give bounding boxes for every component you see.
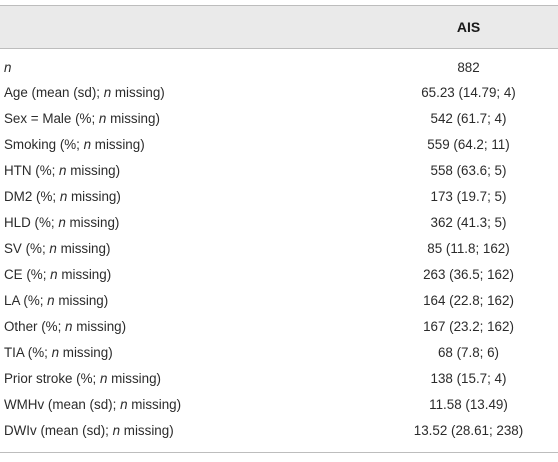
row-value: 11.58 (13.49)	[429, 397, 508, 412]
row-label: Sex = Male (%; n missing)	[4, 111, 160, 126]
row-value: 882	[457, 60, 480, 75]
table-row: TIA (%; n missing) 68 (7.8; 6)	[0, 340, 558, 365]
row-label: Smoking (%; n missing)	[4, 137, 145, 152]
table-row: HLD (%; n missing) 362 (41.3; 5)	[0, 210, 558, 235]
row-value: 559 (64.2; 11)	[427, 137, 510, 152]
row-value: 65.23 (14.79; 4)	[421, 85, 516, 100]
table-header: AIS	[0, 6, 558, 48]
row-label: HLD (%; n missing)	[4, 215, 120, 230]
table-row: Other (%; n missing) 167 (23.2; 162)	[0, 314, 558, 339]
table-row: SV (%; n missing) 85 (11.8; 162)	[0, 236, 558, 261]
row-label: WMHv (mean (sd); n missing)	[4, 397, 182, 412]
row-label: HTN (%; n missing)	[4, 163, 121, 178]
row-label: DM2 (%; n missing)	[4, 189, 121, 204]
table-row: n 882	[0, 55, 558, 80]
table-row: Prior stroke (%; n missing) 138 (15.7; 4…	[0, 366, 558, 391]
row-label: TIA (%; n missing)	[4, 345, 113, 360]
row-label: CE (%; n missing)	[4, 267, 112, 282]
row-label: n	[4, 60, 12, 75]
row-label: DWIv (mean (sd); n missing)	[4, 423, 174, 438]
row-value: 173 (19.7; 5)	[430, 189, 507, 204]
row-value: 263 (36.5; 162)	[423, 267, 514, 282]
row-label: Prior stroke (%; n missing)	[4, 371, 162, 386]
row-label: LA (%; n missing)	[4, 293, 109, 308]
table-row: Sex = Male (%; n missing) 542 (61.7; 4)	[0, 106, 558, 131]
row-value: 68 (7.8; 6)	[437, 345, 500, 360]
table-row: DWIv (mean (sd); n missing) 13.52 (28.61…	[0, 418, 558, 443]
row-value: 542 (61.7; 4)	[430, 111, 507, 126]
row-value: 138 (15.7; 4)	[430, 371, 507, 386]
row-value: 362 (41.3; 5)	[430, 215, 507, 230]
table-row: Age (mean (sd); n missing) 65.23 (14.79;…	[0, 80, 558, 105]
table-row: HTN (%; n missing) 558 (63.6; 5)	[0, 158, 558, 183]
row-value: 13.52 (28.61; 238)	[413, 423, 524, 438]
table-bottom-rule	[0, 452, 558, 453]
row-value: 167 (23.2; 162)	[423, 319, 514, 334]
row-value: 85 (11.8; 162)	[427, 241, 510, 256]
row-label: Age (mean (sd); n missing)	[4, 85, 165, 100]
row-label: SV (%; n missing)	[4, 241, 111, 256]
table-row: LA (%; n missing) 164 (22.8; 162)	[0, 288, 558, 313]
header-bottom-rule	[0, 48, 558, 49]
table-row: WMHv (mean (sd); n missing) 11.58 (13.49…	[0, 392, 558, 417]
table-row: CE (%; n missing) 263 (36.5; 162)	[0, 262, 558, 287]
row-label: Other (%; n missing)	[4, 319, 127, 334]
table-row: DM2 (%; n missing) 173 (19.7; 5)	[0, 184, 558, 209]
table-top-rule	[0, 5, 558, 6]
row-value: 164 (22.8; 162)	[423, 293, 514, 308]
row-value: 558 (63.6; 5)	[430, 163, 507, 178]
table-row: Smoking (%; n missing) 559 (64.2; 11)	[0, 132, 558, 157]
column-header-ais: AIS	[456, 19, 481, 35]
